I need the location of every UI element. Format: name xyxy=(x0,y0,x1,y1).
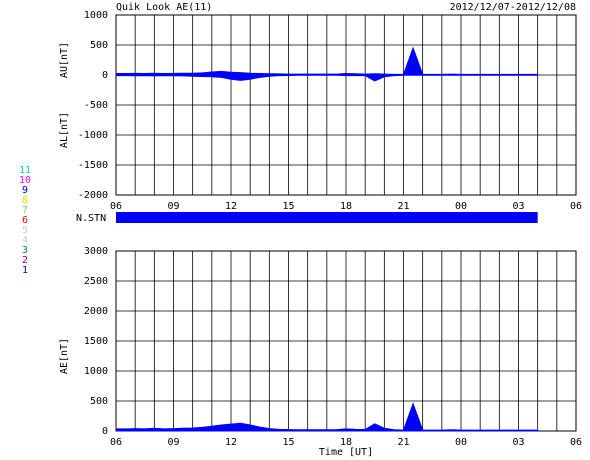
station-number: 3 xyxy=(22,245,28,256)
y-tick-label: -1000 xyxy=(78,130,108,141)
x-tick-label: 06 xyxy=(110,201,122,212)
y-axis-label: AL[nT] xyxy=(59,112,70,148)
x-tick-label: 21 xyxy=(397,437,409,448)
y-tick-label: 1000 xyxy=(84,10,108,21)
station-number: 11 xyxy=(19,165,31,176)
y-tick-label: 2500 xyxy=(84,276,108,287)
x-tick-label: 15 xyxy=(282,437,294,448)
y-axis-label: AE[nT] xyxy=(59,338,70,374)
station-number: 2 xyxy=(22,255,28,266)
x-tick-label: 00 xyxy=(455,201,467,212)
x-tick-label: 21 xyxy=(397,201,409,212)
y-axis-label: AU[nT] xyxy=(59,42,70,78)
area xyxy=(115,74,539,82)
x-tick-label: 03 xyxy=(512,437,524,448)
x-tick-label: 03 xyxy=(512,201,524,212)
y-tick-label: 1000 xyxy=(84,366,108,377)
area xyxy=(115,46,539,76)
coverage-bar xyxy=(116,212,538,223)
station-number: 7 xyxy=(22,205,28,216)
station-number: 6 xyxy=(22,215,28,226)
x-tick-label: 09 xyxy=(167,201,179,212)
x-tick-label: 12 xyxy=(225,201,237,212)
y-tick-label: 0 xyxy=(102,70,108,81)
y-tick-label: 500 xyxy=(90,40,108,51)
y-tick-label: 3000 xyxy=(84,246,108,257)
x-tick-label: 06 xyxy=(570,201,582,212)
x-tick-label: 12 xyxy=(225,437,237,448)
x-tick-label: 00 xyxy=(455,437,467,448)
station-number: 5 xyxy=(22,225,28,236)
y-tick-label: 0 xyxy=(102,426,108,437)
y-tick-label: -500 xyxy=(84,100,108,111)
y-tick-label: 1500 xyxy=(84,336,108,347)
chart-title: Quik Look AE(11) xyxy=(116,2,212,13)
x-axis-label: Time [UT] xyxy=(319,447,373,458)
x-tick-label: 09 xyxy=(167,437,179,448)
y-tick-label: -1500 xyxy=(78,160,108,171)
plot-frame xyxy=(115,14,577,196)
y-tick-label: 500 xyxy=(90,396,108,407)
station-number: 9 xyxy=(22,185,28,196)
station-number: 8 xyxy=(22,195,28,206)
x-tick-label: 15 xyxy=(282,201,294,212)
coverage-label: N.STN xyxy=(76,213,106,224)
x-tick-label: 06 xyxy=(110,437,122,448)
station-number: 4 xyxy=(22,235,28,246)
y-tick-label: 2000 xyxy=(84,306,108,317)
station-number: 10 xyxy=(19,175,31,186)
x-tick-label: 18 xyxy=(340,437,352,448)
station-number: 1 xyxy=(22,265,28,276)
y-tick-label: -2000 xyxy=(78,190,108,201)
chart-subtitle: 2012/12/07-2012/12/08 xyxy=(450,2,576,13)
area xyxy=(115,402,539,432)
x-tick-label: 06 xyxy=(570,437,582,448)
x-tick-label: 18 xyxy=(340,201,352,212)
